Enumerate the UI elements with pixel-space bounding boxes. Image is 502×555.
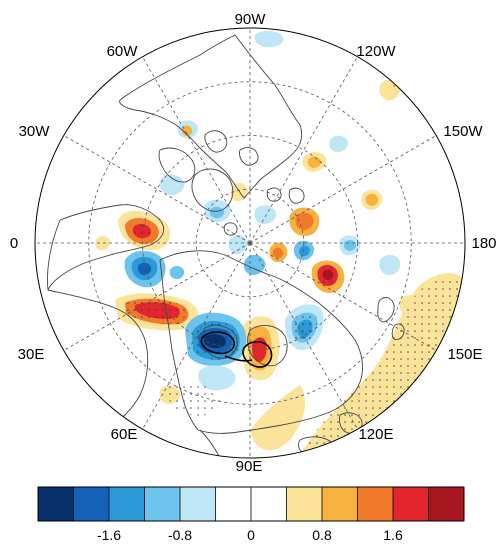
colorbar-separators	[73, 487, 429, 521]
colorbar-frame	[37, 486, 465, 522]
lon-label-60w: 60W	[107, 43, 139, 60]
colorbar-tick-label: 0	[247, 527, 255, 543]
lon-label-0: 0	[10, 235, 18, 252]
lon-label-150w: 150W	[443, 123, 483, 140]
lon-label-90e: 90E	[236, 458, 263, 475]
map-boundary	[34, 27, 466, 459]
colorbar-cell	[180, 487, 216, 521]
lon-label-120w: 120W	[356, 43, 396, 60]
colorbar-cell	[251, 487, 287, 521]
latitude-circle	[88, 81, 412, 405]
lon-label-60e: 60E	[111, 426, 138, 443]
lon-label-30e: 30E	[18, 346, 45, 363]
colorbar-cell	[322, 487, 358, 521]
colorbar-cell	[144, 487, 181, 521]
colorbar: -1.6 -0.8 0 0.8 1.6	[37, 486, 465, 543]
colorbar-cell	[428, 487, 465, 521]
colorbar-tick-label: 0.8	[312, 527, 332, 543]
contour-lines	[200, 331, 273, 368]
colorbar-cell	[215, 487, 252, 521]
colorbar-cell	[357, 487, 394, 521]
graticule	[35, 28, 465, 458]
latitude-circle	[142, 135, 358, 351]
lon-label-120e: 120E	[358, 426, 393, 443]
coastlines	[47, 34, 405, 458]
colorbar-tick-label: -1.6	[97, 527, 121, 543]
colorbar-tick-label: -0.8	[168, 527, 192, 543]
lon-label-180: 180	[471, 235, 496, 252]
map-disc	[35, 28, 465, 458]
lon-label-90w: 90W	[235, 11, 267, 28]
latitude-circle	[195, 188, 305, 298]
longitude-labels: 90W 120W 150W 180 150E 120E 90E 60E 30E …	[10, 11, 497, 475]
colorbar-cell	[393, 487, 429, 521]
colorbar-cell	[286, 487, 323, 521]
colorbar-cell	[109, 487, 145, 521]
colorbar-tick-label: 1.6	[383, 527, 403, 543]
lon-label-150e: 150E	[447, 346, 482, 363]
colorbar-cell	[73, 487, 110, 521]
colorbar-cell	[38, 487, 74, 521]
lon-label-30w: 30W	[19, 123, 51, 140]
colorbar-cells	[38, 487, 465, 521]
